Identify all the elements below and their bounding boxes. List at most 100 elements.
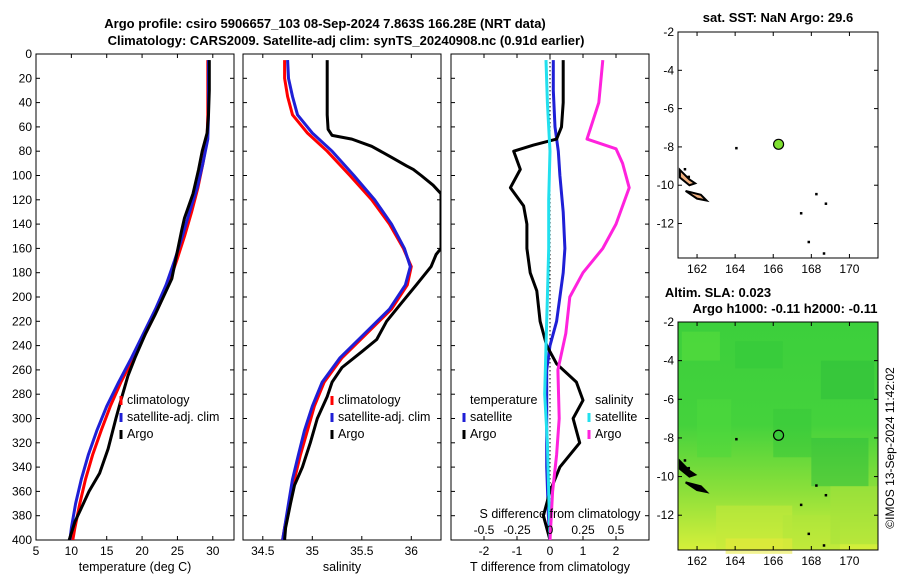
y-tick-label: 360 [12, 484, 32, 498]
y-tick-label: 180 [12, 266, 32, 280]
y-tick-label: 280 [12, 387, 32, 401]
sla-cell [681, 331, 720, 361]
island-dot [824, 493, 828, 497]
y-tick-label: 160 [12, 241, 32, 255]
island-dot [735, 437, 738, 441]
y-tick-label: -2 [663, 315, 674, 329]
legend-label: Argo [127, 427, 153, 441]
map-title: sat. SST: NaN Argo: 29.6 [703, 10, 854, 25]
island-dot [683, 167, 687, 171]
secondary-tick-label: 0 [547, 523, 554, 537]
x-tick-label: 10 [65, 544, 79, 558]
sla-cell [697, 399, 732, 458]
x-axis-label: T difference from climatology [470, 560, 631, 574]
x-tick-label: 166 [763, 262, 783, 276]
y-tick-label: -2 [663, 25, 674, 39]
x-tick-label: 166 [763, 554, 783, 568]
island-dot [807, 240, 811, 244]
panel-temperature: 5 10 15 20 25 3002040608010012014016018020022… [12, 47, 235, 574]
sla-cell [820, 360, 875, 400]
y-tick-label: -6 [663, 392, 674, 406]
watermark: ©IMOS 13-Sep-2024 11:42:02 [883, 367, 897, 529]
y-tick-label: 140 [12, 217, 32, 231]
x-axis-label: salinity [323, 560, 362, 574]
x-tick-label: 0 [547, 544, 554, 558]
sla-cell [830, 486, 878, 545]
y-tick-label: 20 [19, 71, 33, 85]
secondary-tick-label: 0.5 [608, 523, 625, 537]
plot-frame [242, 53, 442, 541]
argo-position-marker [772, 138, 785, 150]
main-title: Argo profile: csiro 5906657_103 08-Sep-2… [104, 16, 584, 48]
y-tick-label: -4 [663, 354, 674, 368]
secondary-tick-label: 0.25 [571, 523, 595, 537]
x-tick-label: 35.5 [350, 544, 374, 558]
y-tick-label: -6 [663, 102, 674, 116]
legend-label: Argo [470, 427, 496, 441]
x-tick-label: 25 [171, 544, 185, 558]
x-tick-label: -1 [512, 544, 523, 558]
y-tick-label: 380 [12, 509, 32, 523]
x-tick-label: 30 [206, 544, 220, 558]
x-tick-label: 20 [135, 544, 149, 558]
legend-label: climatology [127, 393, 190, 407]
title-line-1: Argo profile: csiro 5906657_103 08-Sep-2… [104, 16, 546, 31]
legend-label: Argo [338, 427, 364, 441]
series-line-argo-t-diff [508, 60, 585, 540]
x-tick-label: 36 [405, 544, 419, 558]
coastline [685, 189, 710, 203]
y-tick-label: -10 [657, 178, 675, 192]
series-group [281, 60, 441, 540]
legend-title-salinity: salinity [595, 393, 634, 407]
island-dot [799, 503, 803, 507]
x-tick-label: 168 [801, 262, 821, 276]
island-dot [683, 459, 687, 462]
plot-frame [35, 53, 235, 541]
sla-cell [735, 341, 783, 369]
y-tick-label: 0 [25, 47, 32, 61]
series-group [508, 54, 631, 540]
island-dot [687, 466, 691, 470]
y-tick-label: 340 [12, 460, 32, 474]
y-tick-label: 320 [12, 436, 32, 450]
legend-label: climatology [338, 393, 401, 407]
y-tick-label: -12 [657, 508, 675, 522]
series-group [67, 60, 211, 540]
x-tick-label: 168 [801, 554, 821, 568]
secondary-axis-label: S difference from climatology [480, 507, 642, 521]
island-dot [822, 252, 826, 255]
x-tick-label: 162 [687, 262, 707, 276]
x-axis-label: temperature (deg C) [79, 560, 192, 574]
x-tick-label: 170 [839, 554, 859, 568]
panel-salinity: 34.5 35 35.5 36 salinity climatology satellite… [242, 53, 442, 574]
title-line-2: Climatology: CARS2009. Satellite-adj cli… [108, 33, 585, 48]
series-line-argo-s-diff [548, 59, 631, 540]
x-tick-label: 5 [33, 544, 40, 558]
x-tick-label: 35 [306, 544, 320, 558]
y-tick-label: 80 [19, 144, 33, 158]
island-dot [822, 544, 826, 547]
series-line-satellite-s-diff [543, 60, 552, 540]
island-dot [807, 532, 811, 536]
x-tick-label: 162 [687, 554, 707, 568]
y-tick-label: 400 [12, 533, 32, 547]
island-dot [815, 192, 818, 196]
y-tick-label: -8 [663, 140, 674, 154]
legend-label: satellite [470, 410, 512, 424]
argo-position-marker [772, 429, 785, 441]
x-tick-label: 34.5 [251, 544, 275, 558]
y-tick-label: 260 [12, 363, 32, 377]
series-line-climatology [281, 60, 413, 540]
legend-label: satellite [595, 410, 637, 424]
x-tick-label: 1 [580, 544, 587, 558]
island-dot [815, 484, 818, 487]
y-tick-label: 60 [19, 120, 33, 134]
y-tick-label: -4 [663, 63, 674, 77]
legend-label: Argo [595, 427, 621, 441]
legend-label: satellite-adj. clim [338, 410, 430, 424]
y-tick-label: 240 [12, 339, 32, 353]
legend-label: satellite-adj. clim [127, 410, 219, 424]
map-title-1: Altim. SLA: 0.023 [665, 285, 771, 300]
series-line-argo [67, 60, 211, 540]
